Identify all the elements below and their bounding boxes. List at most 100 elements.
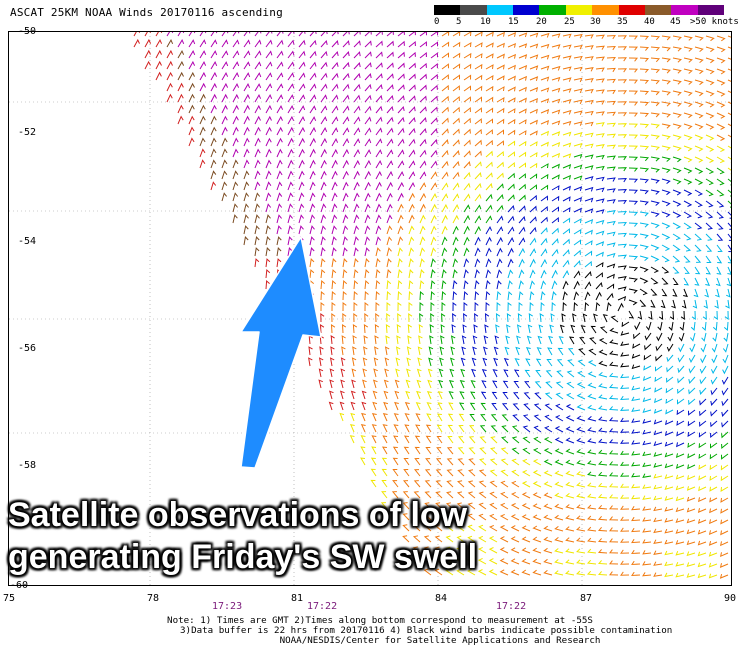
wind-barb <box>656 332 663 342</box>
wind-barb <box>480 402 487 411</box>
wind-barb <box>727 57 731 60</box>
wind-barb <box>507 302 512 312</box>
wind-barb <box>479 425 487 433</box>
wind-barb <box>667 332 674 342</box>
wind-barb <box>620 571 630 576</box>
wind-barb <box>642 539 652 544</box>
wind-barb <box>489 513 498 521</box>
wind-barb <box>631 571 641 577</box>
wind-barb <box>496 150 504 158</box>
wind-barb <box>683 244 692 252</box>
wind-barb <box>243 192 250 202</box>
wind-barb <box>467 546 476 554</box>
wind-barb <box>474 74 483 81</box>
wind-barb <box>567 359 575 367</box>
wind-barb <box>683 288 688 298</box>
wind-barb <box>441 160 449 169</box>
wind-barb <box>714 299 719 309</box>
wind-barb <box>628 310 635 319</box>
wind-barb <box>351 357 357 367</box>
wind-barb <box>474 42 483 48</box>
wind-barb <box>664 496 674 501</box>
wind-barb <box>210 32 218 37</box>
wind-barb <box>650 244 660 251</box>
wind-barb <box>494 335 500 345</box>
wind-barb <box>320 247 326 257</box>
wind-barb <box>606 78 616 84</box>
wind-barb <box>430 95 438 103</box>
wind-barb <box>492 369 498 378</box>
wind-barb <box>617 295 627 301</box>
wind-barb <box>727 167 731 175</box>
wind-barb <box>566 392 575 400</box>
wind-barb <box>331 214 338 224</box>
wind-barb <box>424 502 432 510</box>
wind-barb <box>419 225 426 235</box>
wind-barb <box>496 280 502 290</box>
wind-barb <box>447 413 454 422</box>
wind-barb <box>617 112 627 117</box>
wind-barb <box>562 153 572 159</box>
wind-barb <box>434 546 443 554</box>
wind-barb <box>664 539 674 545</box>
wind-barb <box>320 236 326 246</box>
wind-barb <box>576 415 586 422</box>
wind-barb <box>628 277 638 283</box>
wind-barb <box>644 332 652 341</box>
legend-label: 5 <box>456 17 462 27</box>
wind-barb <box>587 460 597 466</box>
wind-barb <box>419 138 427 147</box>
legend-swatch <box>592 5 619 15</box>
wind-barb <box>507 129 516 136</box>
wind-barb <box>351 379 356 389</box>
wind-barb <box>320 137 328 147</box>
wind-barb <box>540 65 550 71</box>
wind-barb <box>342 269 348 279</box>
wind-barb <box>438 368 444 378</box>
wind-barb <box>617 302 624 312</box>
wind-barb <box>425 458 432 466</box>
wind-barb <box>565 481 575 488</box>
wind-barb <box>474 215 482 224</box>
wind-barb <box>375 62 383 70</box>
wind-barb <box>485 182 493 191</box>
wind-barb <box>463 193 471 202</box>
wind-barb <box>643 365 652 371</box>
wind-barb <box>394 390 400 400</box>
wind-barb <box>554 481 564 488</box>
wind-barb <box>265 39 273 48</box>
wind-barb <box>375 313 380 323</box>
wind-barb <box>710 442 718 449</box>
wind-barb <box>694 255 702 263</box>
wind-barb <box>540 301 545 312</box>
wind-barb <box>188 71 195 81</box>
wind-barb <box>567 348 575 356</box>
wind-barb <box>386 290 391 301</box>
wind-barb <box>254 170 261 180</box>
wind-barb <box>188 50 196 59</box>
wind-barb <box>587 360 597 367</box>
wind-barb <box>452 269 458 279</box>
wind-barb <box>639 189 649 195</box>
wind-barb <box>254 94 262 103</box>
wind-barb <box>699 398 707 406</box>
wind-barb <box>676 442 685 448</box>
wind-barb <box>320 279 326 290</box>
wind-barb <box>588 348 597 356</box>
wind-barb <box>593 313 598 323</box>
wind-barb <box>511 447 520 455</box>
wind-barb <box>452 290 458 301</box>
wind-barb <box>664 507 674 512</box>
wind-barb <box>631 451 641 456</box>
wind-barb <box>318 368 324 378</box>
wind-barb <box>675 463 685 469</box>
wind-barb <box>639 244 649 250</box>
wind-barb <box>576 548 586 554</box>
wind-barb <box>342 313 347 323</box>
wind-barb <box>606 34 616 40</box>
wind-barb <box>320 159 327 169</box>
wind-barb <box>265 268 271 279</box>
wind-barb <box>166 32 174 37</box>
wind-barb <box>554 559 564 565</box>
wind-barb <box>363 346 368 356</box>
